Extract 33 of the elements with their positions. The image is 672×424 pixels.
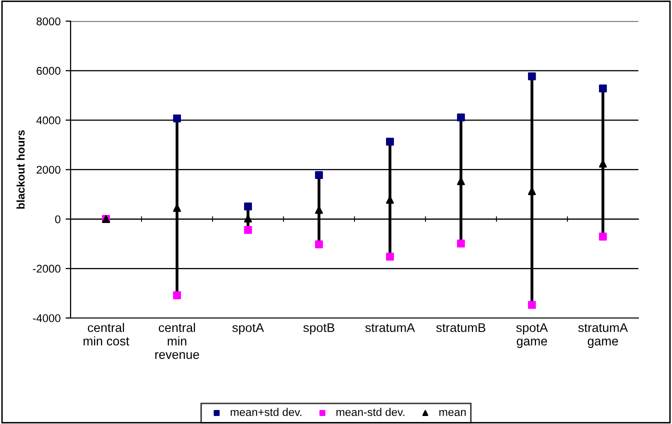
point [244, 226, 252, 234]
point [457, 113, 465, 122]
legend-label: mean+std dev. [230, 408, 302, 416]
point [386, 138, 394, 146]
point [528, 72, 536, 80]
point [528, 300, 536, 309]
y-axis-title: blackout hours [16, 130, 25, 209]
point [244, 202, 252, 210]
x-tick-label: spotA [232, 323, 264, 335]
x-tick-label: spotA game [516, 323, 548, 348]
x-tick-label: central min cost [84, 322, 130, 346]
y-tick-label: -2000 [32, 264, 60, 273]
y-tick-label: 2000 [36, 166, 60, 174]
point [386, 252, 394, 261]
point [173, 114, 181, 122]
x-tick-label: stratumA [365, 323, 415, 332]
point [315, 171, 323, 179]
point [173, 291, 181, 300]
y-tick-label: 8000 [36, 17, 60, 26]
x-tick-label: spotB [303, 323, 334, 335]
legend-label: mean-std dev. [336, 408, 404, 416]
y-tick-label: -4000 [32, 314, 60, 322]
legend-label: mean [439, 410, 466, 416]
point [598, 232, 607, 241]
x-tick-label: stratumA game [578, 323, 628, 348]
y-tick-label: 6000 [36, 66, 60, 75]
x-tick-label: central min revenue [155, 322, 200, 359]
point [598, 84, 607, 92]
point [315, 240, 323, 248]
y-tick-label: 0 [55, 215, 60, 224]
point [457, 240, 465, 248]
x-tick-label: stratumB [436, 323, 486, 332]
y-tick-label: 4000 [36, 116, 60, 124]
